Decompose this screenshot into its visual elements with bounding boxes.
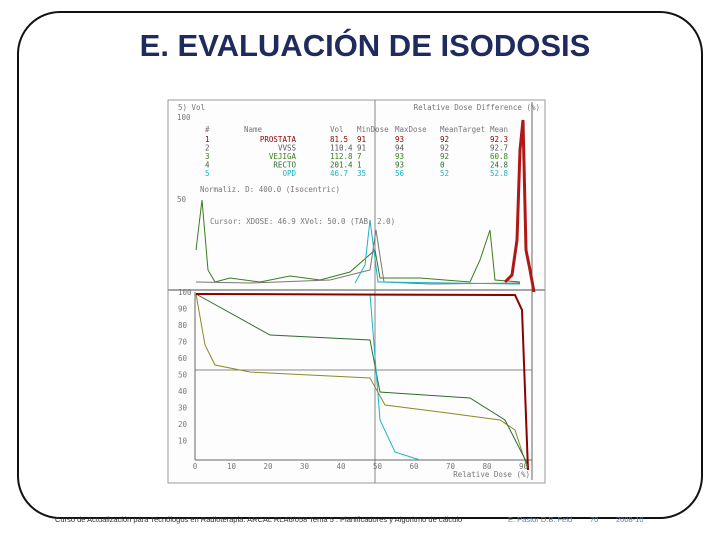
y-label: 10	[178, 437, 188, 446]
table-cell: 112.8	[330, 152, 353, 161]
table-cell: 92.7	[490, 144, 508, 153]
table-cell: 5	[205, 169, 210, 178]
x-label: 70	[446, 462, 456, 471]
dvh-curve	[195, 293, 529, 471]
table-cell: 4	[205, 161, 210, 170]
table-cell: 60.8	[490, 152, 509, 161]
x-label: 0	[193, 462, 198, 471]
slide-title: E. EVALUACIÓN DE ISODOSIS	[140, 27, 591, 63]
table-cell: 52	[440, 169, 449, 178]
screenshot-frame	[167, 99, 546, 484]
diff-curve	[195, 199, 521, 283]
table-cell: 1	[357, 161, 362, 170]
x-label: 60	[409, 462, 419, 471]
table-cell: 93	[395, 161, 404, 170]
table-cell: 92.3	[490, 135, 508, 144]
diff-curve	[503, 119, 536, 293]
screen-header: Relative Dose Difference (%)	[414, 103, 540, 112]
table-cell: VEJIGA	[269, 152, 297, 161]
x-label: 50	[373, 462, 383, 471]
x-label: 40	[336, 462, 346, 471]
table-cell: 0	[440, 161, 445, 170]
upper-y-label: 100	[177, 113, 191, 122]
y-label: 30	[178, 404, 188, 413]
table-cell: 46.7	[330, 169, 348, 178]
table-header: MinDose	[357, 125, 389, 134]
table-cell: 201.4	[330, 161, 353, 170]
x-label: 10	[227, 462, 237, 471]
table-cell: RECTO	[273, 161, 296, 170]
screen-labels: # Name Vol MinDose MaxDose MeanTarget Mean 1 PRO…	[177, 113, 528, 471]
table-cell: 1	[205, 135, 210, 144]
y-label: 40	[178, 387, 188, 396]
screen-header: 5) Vol	[178, 103, 205, 112]
footer-date: 2008-10	[616, 515, 644, 524]
x-label: 20	[263, 462, 273, 471]
table-cell: VVSS	[278, 144, 297, 153]
normalization: Normaliz. D: 400.0 (Isocentric)	[200, 185, 340, 194]
table-header: Mean	[490, 125, 508, 134]
table-cell: 91	[357, 135, 366, 144]
table-header: Name	[244, 125, 263, 134]
x-label: 90	[519, 462, 529, 471]
table-cell: 92	[440, 144, 449, 153]
cursor-info: Cursor: XDOSE: 46.9 XVol: 50.0 (TAB: 2.0…	[210, 217, 395, 226]
table-cell: 24.8	[490, 161, 509, 170]
table-cell: 91	[357, 144, 366, 153]
footer-authors: E. Pastor D.B. Feld	[508, 515, 572, 524]
footer-course: Curso de Actualización para Tecnólogos e…	[55, 515, 462, 524]
y-label: 90	[178, 305, 188, 314]
y-label: 80	[178, 321, 188, 330]
table-cell: 92	[440, 135, 449, 144]
table-cell: 93	[395, 152, 404, 161]
table-cell: 7	[357, 152, 362, 161]
table-header: #	[205, 125, 210, 134]
table-header: MeanTarget	[440, 125, 485, 134]
table-cell: 35	[357, 169, 366, 178]
diff-curve	[354, 219, 521, 285]
table-cell: 94	[395, 144, 405, 153]
table-header: Vol	[330, 125, 344, 134]
diff-curve	[195, 229, 521, 285]
screenshot: 5) Vol Relative Dose Difference (%) Norm…	[167, 99, 546, 484]
table-cell: PROSTATA	[260, 135, 297, 144]
table-cell: 2	[205, 144, 210, 153]
table-cell: 92	[440, 152, 449, 161]
table-cell: 93	[395, 135, 404, 144]
table-cell: 81.5	[330, 135, 348, 144]
dvh-curve	[195, 293, 529, 466]
x-label: 80	[482, 462, 492, 471]
upper-y-label: 50	[177, 195, 187, 204]
table-header: MaxDose	[395, 125, 427, 134]
y-label: 70	[178, 338, 188, 347]
x-label: 30	[300, 462, 310, 471]
y-label: 100	[178, 288, 192, 297]
table-cell: 56	[395, 169, 405, 178]
y-label: 50	[178, 371, 188, 380]
dvh-curve	[369, 293, 421, 461]
table-cell: OPD	[282, 169, 296, 178]
y-label: 60	[178, 354, 188, 363]
table-cell: 3	[205, 152, 210, 161]
footer-page: 70	[590, 515, 598, 524]
table-cell: 52.8	[490, 169, 509, 178]
table-cell: 110.4	[330, 144, 353, 153]
x-axis-label: Relative Dose (%)	[453, 470, 530, 479]
y-label: 20	[178, 420, 188, 429]
